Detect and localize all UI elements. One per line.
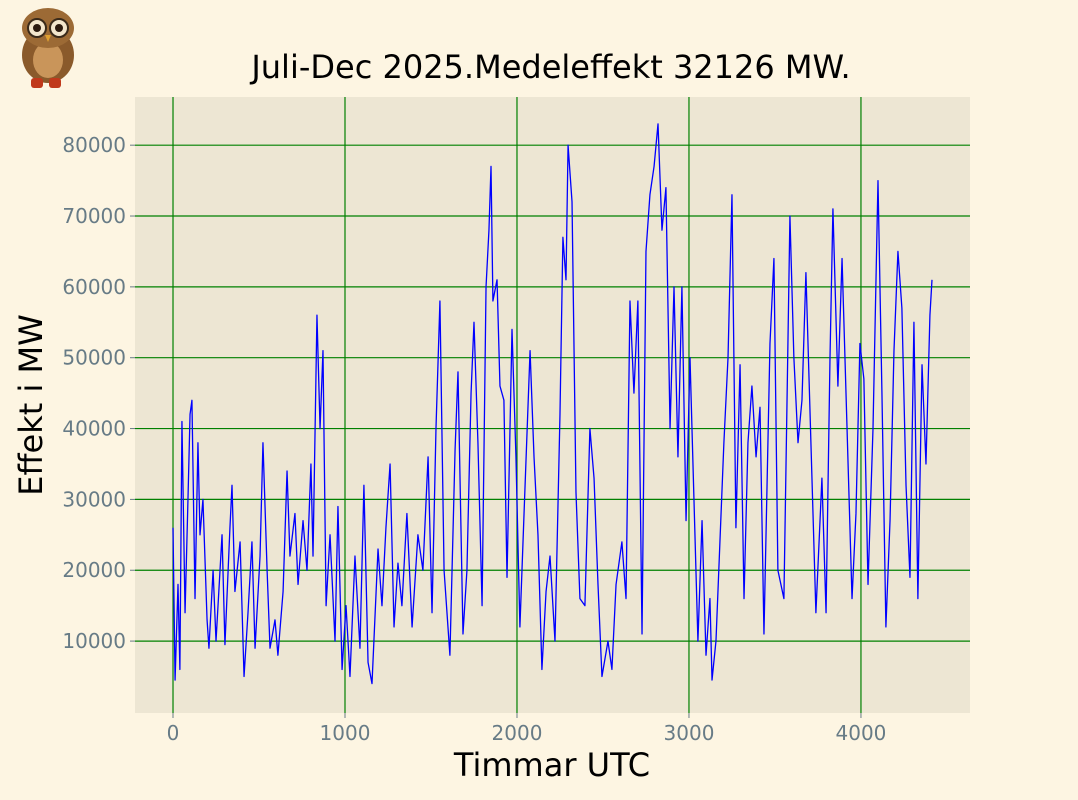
x-tick-label: 3000 [664, 721, 715, 745]
y-tick-label: 40000 [62, 417, 126, 441]
plot [172, 123, 933, 685]
y-tick-label: 70000 [62, 204, 126, 228]
y-axis-label: Effekt i MW [12, 314, 50, 496]
x-axis-label: Timmar UTC [453, 746, 650, 784]
chart-title: Juli-Dec 2025.Medeleffekt 32126 MW. [249, 48, 850, 86]
y-tick-label: 30000 [62, 487, 126, 511]
y-tick-label: 20000 [62, 558, 126, 582]
y-tick-label: 60000 [62, 275, 126, 299]
y-tick-label: 10000 [62, 629, 126, 653]
x-tick-label: 4000 [836, 721, 887, 745]
y-tick-label: 50000 [62, 346, 126, 370]
owl-logo [22, 8, 74, 88]
data-line [172, 123, 933, 685]
x-tick-label: 0 [167, 721, 180, 745]
y-tick-label: 80000 [62, 133, 126, 157]
grid [135, 97, 970, 713]
plot-area [135, 97, 970, 713]
x-tick-label: 2000 [492, 721, 543, 745]
x-tick-label: 1000 [320, 721, 371, 745]
